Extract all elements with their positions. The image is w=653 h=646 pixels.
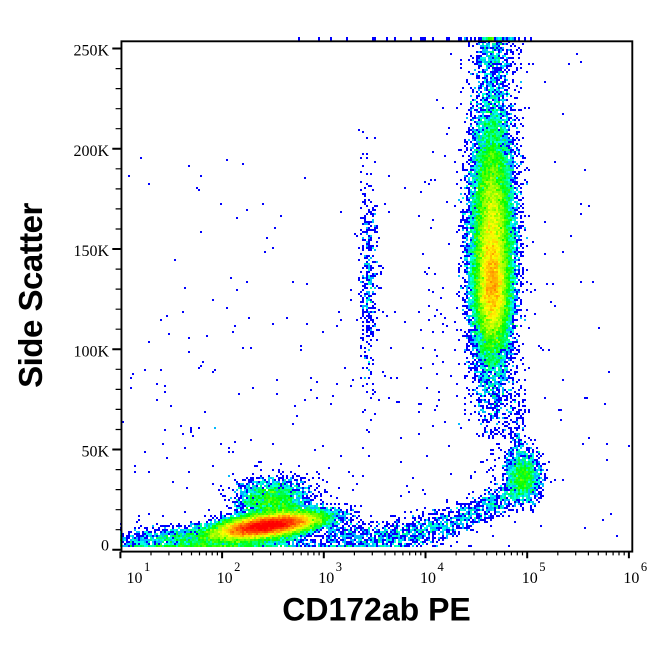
svg-text:50K: 50K — [81, 444, 109, 461]
svg-text:10: 10 — [623, 570, 639, 587]
svg-text:100K: 100K — [73, 344, 109, 361]
svg-text:10: 10 — [420, 570, 436, 587]
svg-text:250K: 250K — [73, 43, 109, 60]
svg-text:CD172ab PE: CD172ab PE — [282, 592, 471, 628]
svg-text:2: 2 — [234, 560, 240, 574]
svg-text:10: 10 — [217, 570, 233, 587]
svg-text:3: 3 — [336, 560, 342, 574]
svg-text:150K: 150K — [73, 243, 109, 260]
svg-text:10: 10 — [127, 570, 143, 587]
svg-text:200K: 200K — [73, 143, 109, 160]
svg-text:Side Scatter: Side Scatter — [12, 202, 49, 387]
svg-text:4: 4 — [438, 560, 445, 574]
svg-text:5: 5 — [539, 560, 545, 574]
svg-text:10: 10 — [522, 570, 538, 587]
svg-text:6: 6 — [641, 560, 647, 574]
svg-text:0: 0 — [101, 538, 109, 555]
svg-text:10: 10 — [318, 570, 334, 587]
svg-text:1: 1 — [144, 560, 150, 574]
